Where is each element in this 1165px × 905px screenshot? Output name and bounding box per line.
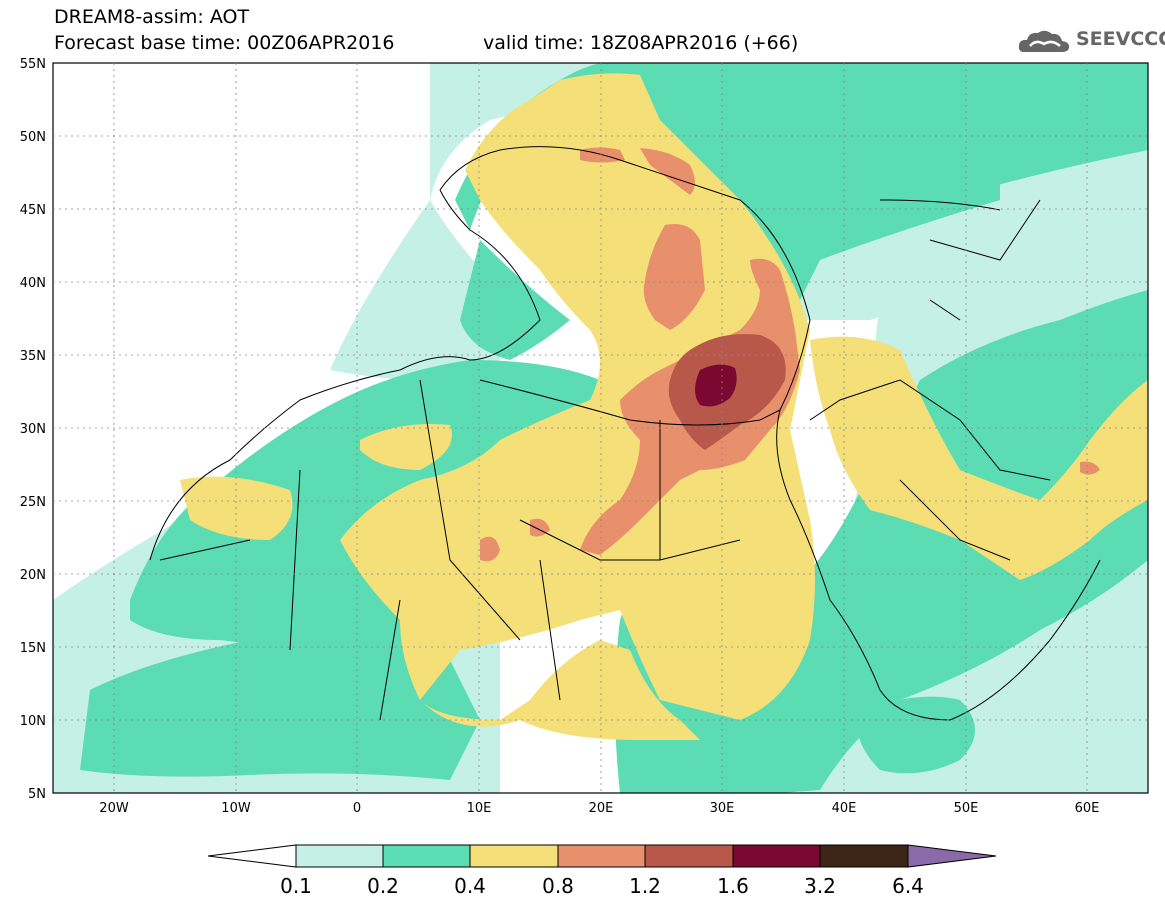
graticule — [53, 63, 1148, 793]
lon-label: 10W — [221, 801, 251, 816]
lat-label: 20N — [20, 568, 46, 583]
lat-label: 15N — [20, 641, 46, 656]
aot-level-1-6 — [695, 364, 737, 407]
aot-field — [53, 63, 1148, 793]
colorbar-label: 0.1 — [280, 874, 312, 898]
colorbar-over-arrow — [907, 844, 997, 868]
lon-label: 0 — [353, 801, 361, 816]
lon-label: 20E — [589, 801, 614, 816]
colorbar-swatch — [382, 844, 471, 868]
lat-label: 45N — [20, 203, 46, 218]
colorbar — [207, 844, 997, 868]
colorbar-label: 0.4 — [454, 874, 486, 898]
colorbar-label: 0.2 — [367, 874, 399, 898]
lat-label: 5N — [28, 787, 46, 802]
colorbar-labels: 0.1 0.2 0.4 0.8 1.2 1.6 3.2 6.4 — [280, 874, 924, 898]
lat-label: 10N — [20, 714, 46, 729]
colorbar-under-arrow — [207, 844, 297, 868]
lat-label: 50N — [20, 130, 46, 145]
colorbar-label: 1.2 — [629, 874, 661, 898]
lat-label: 55N — [20, 57, 46, 72]
colorbar-swatch — [644, 844, 734, 868]
cloud-icon — [1018, 30, 1070, 52]
lon-label: 50E — [954, 801, 979, 816]
lat-label: 40N — [20, 276, 46, 291]
forecast-base-time: Forecast base time: 00Z06APR2016 — [54, 32, 395, 54]
longitude-labels: 20W 10W 0 10E 20E 30E 40E 50E 60E — [99, 801, 1099, 816]
lat-label: 30N — [20, 422, 46, 437]
lon-label: 10E — [467, 801, 492, 816]
coastlines — [149, 146, 1101, 721]
colorbar-label: 0.8 — [542, 874, 574, 898]
colorbar-swatch — [557, 844, 646, 868]
valid-time: valid time: 18Z08APR2016 (+66) — [483, 32, 799, 54]
lon-label: 20W — [99, 801, 129, 816]
latitude-labels: 55N 50N 45N 40N 35N 30N 25N 20N 15N 10N … — [20, 57, 46, 802]
colorbar-swatch — [732, 844, 821, 868]
map-title: DREAM8-assim: AOT — [54, 6, 250, 28]
logo-text: SEEVCCC — [1076, 28, 1165, 50]
colorbar-label: 1.6 — [717, 874, 749, 898]
lat-label: 25N — [20, 495, 46, 510]
lon-label: 40E — [832, 801, 857, 816]
colorbar-swatch — [819, 844, 909, 868]
lon-label: 60E — [1075, 801, 1100, 816]
colorbar-label: 6.4 — [892, 874, 924, 898]
colorbar-swatch — [469, 844, 559, 868]
lon-label: 30E — [710, 801, 735, 816]
lat-label: 35N — [20, 349, 46, 364]
colorbar-swatch — [295, 844, 384, 868]
colorbar-label: 3.2 — [804, 874, 836, 898]
